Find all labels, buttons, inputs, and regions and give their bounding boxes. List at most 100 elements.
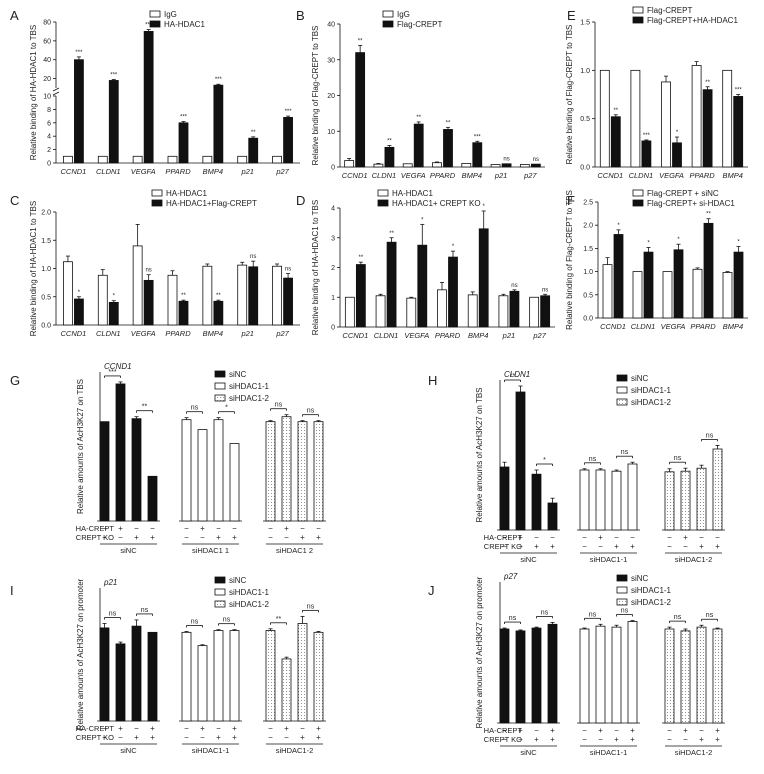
legend-d-1-label: HA-HDAC1+ CREPT KO	[392, 199, 481, 208]
bar-d-vegfa-treat	[417, 244, 428, 328]
crept-ko-sign-j: −	[598, 735, 603, 744]
bar-h-sihdac1-2-0	[664, 471, 675, 531]
bar-g-sinc-1	[115, 383, 126, 522]
y-tick-label-c: 0.5	[41, 294, 51, 301]
crept-ko-sign-g: +	[300, 533, 305, 542]
bar-g-sihdac1-1-3	[229, 443, 240, 522]
bar-h-sinc-3	[547, 502, 558, 531]
x-tick-label-d: CLDN1	[374, 331, 399, 340]
y-tick-label-f: 0.5	[583, 292, 593, 299]
ha-crept-sign-j: −	[614, 726, 619, 735]
sig-label-h: ns	[674, 455, 682, 462]
gene-label-i: p21	[103, 578, 117, 587]
crept-ko-sign-h: −	[518, 542, 523, 551]
bar-i-sihdac1-2-3	[313, 631, 324, 722]
row-label-ha-crept-g: HA-CREPT	[76, 524, 115, 533]
y-tick-label-a: 6	[47, 120, 51, 127]
bar-j-sihdac1-2-3	[712, 628, 723, 724]
ha-crept-sign-j: +	[598, 726, 603, 735]
x-tick-label-e: VEGFA	[659, 171, 684, 180]
bar-f-bmp4-ctrl	[722, 272, 733, 319]
crept-ko-sign-i: +	[316, 733, 321, 742]
y-axis-title-b: Relative binding of Flag-CREPT to TBS	[311, 26, 320, 166]
sig-label-g: **	[142, 404, 148, 411]
bar-g-sihdac1-1-2	[213, 419, 224, 522]
ha-crept-sign-i: +	[200, 724, 205, 733]
legend-b-0-swatch	[382, 10, 394, 18]
crept-ko-sign-j: +	[630, 735, 635, 744]
bar-b-bmp4-ctrl	[461, 163, 472, 168]
bar-e-ppard-treat	[702, 89, 713, 168]
legend-d-0-label: HA-HDAC1	[392, 189, 433, 198]
group-label-h: siHDAC1-2	[675, 555, 713, 564]
sig-label-j: ns	[541, 609, 549, 616]
sig-label-i: ns	[307, 603, 315, 610]
x-tick-label-c: CCND1	[61, 329, 87, 338]
y-tick-label-d: 3	[331, 235, 335, 242]
ha-crept-sign-i: +	[284, 724, 289, 733]
legend-g-0-label: siNC	[229, 370, 247, 379]
x-tick-label-b: PPARD	[430, 171, 456, 180]
bar-h-sinc-0	[499, 466, 510, 531]
legend-d-0-swatch	[377, 189, 389, 197]
bar-b-cldn1-ctrl	[373, 163, 384, 168]
sig-label-b: **	[358, 38, 363, 44]
bar-i-sihdac1-1-1	[197, 645, 208, 722]
row-label-crept-ko-i: CREPT KO	[76, 733, 114, 742]
sig-label-b: **	[416, 115, 421, 121]
y-tick-label-a: 20	[43, 76, 51, 83]
ha-crept-sign-h: −	[534, 533, 539, 542]
legend-f-1-swatch	[632, 199, 644, 207]
bar-h-sihdac1-1-2	[611, 470, 622, 531]
group-label-g: siNC	[120, 546, 137, 555]
legend-g-1-label: siHDAC1-1	[229, 382, 270, 391]
y-tick-label-a: 4	[47, 134, 51, 141]
legend-g-0-swatch	[214, 370, 226, 378]
row-label-ha-crept-h: HA-CREPT	[484, 533, 523, 542]
ha-crept-sign-i: −	[134, 724, 139, 733]
sig-label-i: ns	[223, 617, 231, 624]
group-label-i: siNC	[120, 746, 137, 755]
crept-ko-sign-i: +	[134, 733, 139, 742]
bar-i-sihdac1-2-1	[281, 658, 292, 722]
bar-a-bmp4-ctrl	[202, 155, 213, 164]
row-label-crept-ko-g: CREPT KO	[76, 533, 114, 542]
legend-h-2-swatch	[616, 398, 628, 406]
y-tick-label-c: 2.0	[41, 210, 51, 217]
x-tick-label-a: PPARD	[165, 167, 191, 176]
bar-d-ppard-ctrl	[437, 289, 447, 328]
x-tick-label-c: BMP4	[203, 329, 223, 338]
bar-j-sinc-3	[547, 623, 558, 724]
sig-label-a: ***	[75, 50, 83, 56]
x-tick-label-a: CCND1	[61, 167, 87, 176]
sig-label-c: **	[181, 293, 186, 299]
sig-label-f: *	[617, 223, 620, 229]
sig-label-e: *	[676, 130, 679, 136]
bar-a-p27-ctrl	[272, 155, 282, 164]
ha-crept-sign-j: +	[683, 726, 688, 735]
x-tick-label-e: PPARD	[689, 171, 715, 180]
sig-label-j: ns	[674, 614, 682, 621]
group-label-g: siHDAC1 2	[276, 546, 313, 555]
bar-c-bmp4-treat	[213, 300, 224, 326]
bar-b-cldn1-treat	[384, 146, 395, 168]
bar-d-cldn1-treat	[386, 241, 397, 328]
sig-label-h: ns	[589, 456, 597, 463]
panel-label-c: C	[10, 193, 19, 208]
y-tick-label-b: 30	[327, 57, 335, 64]
legend-i-0-swatch	[214, 576, 226, 584]
ha-crept-sign-g: −	[268, 524, 273, 533]
bar-f-ccnd1-treat	[613, 234, 624, 319]
sig-label-h: ns	[621, 449, 629, 456]
legend-h-2-label: siHDAC1-2	[631, 398, 672, 407]
sig-label-f: *	[737, 240, 740, 246]
bar-g-sinc-3	[147, 475, 158, 522]
sig-label-d: ns	[511, 283, 517, 289]
bar-e-vegfa-treat	[672, 142, 682, 168]
sig-label-a: ***	[180, 114, 188, 120]
crept-ko-sign-g: +	[134, 533, 139, 542]
sig-label-f: **	[706, 212, 711, 218]
y-tick-label-d: 1	[331, 295, 335, 302]
bar-g-sihdac1-2-3	[313, 421, 324, 522]
